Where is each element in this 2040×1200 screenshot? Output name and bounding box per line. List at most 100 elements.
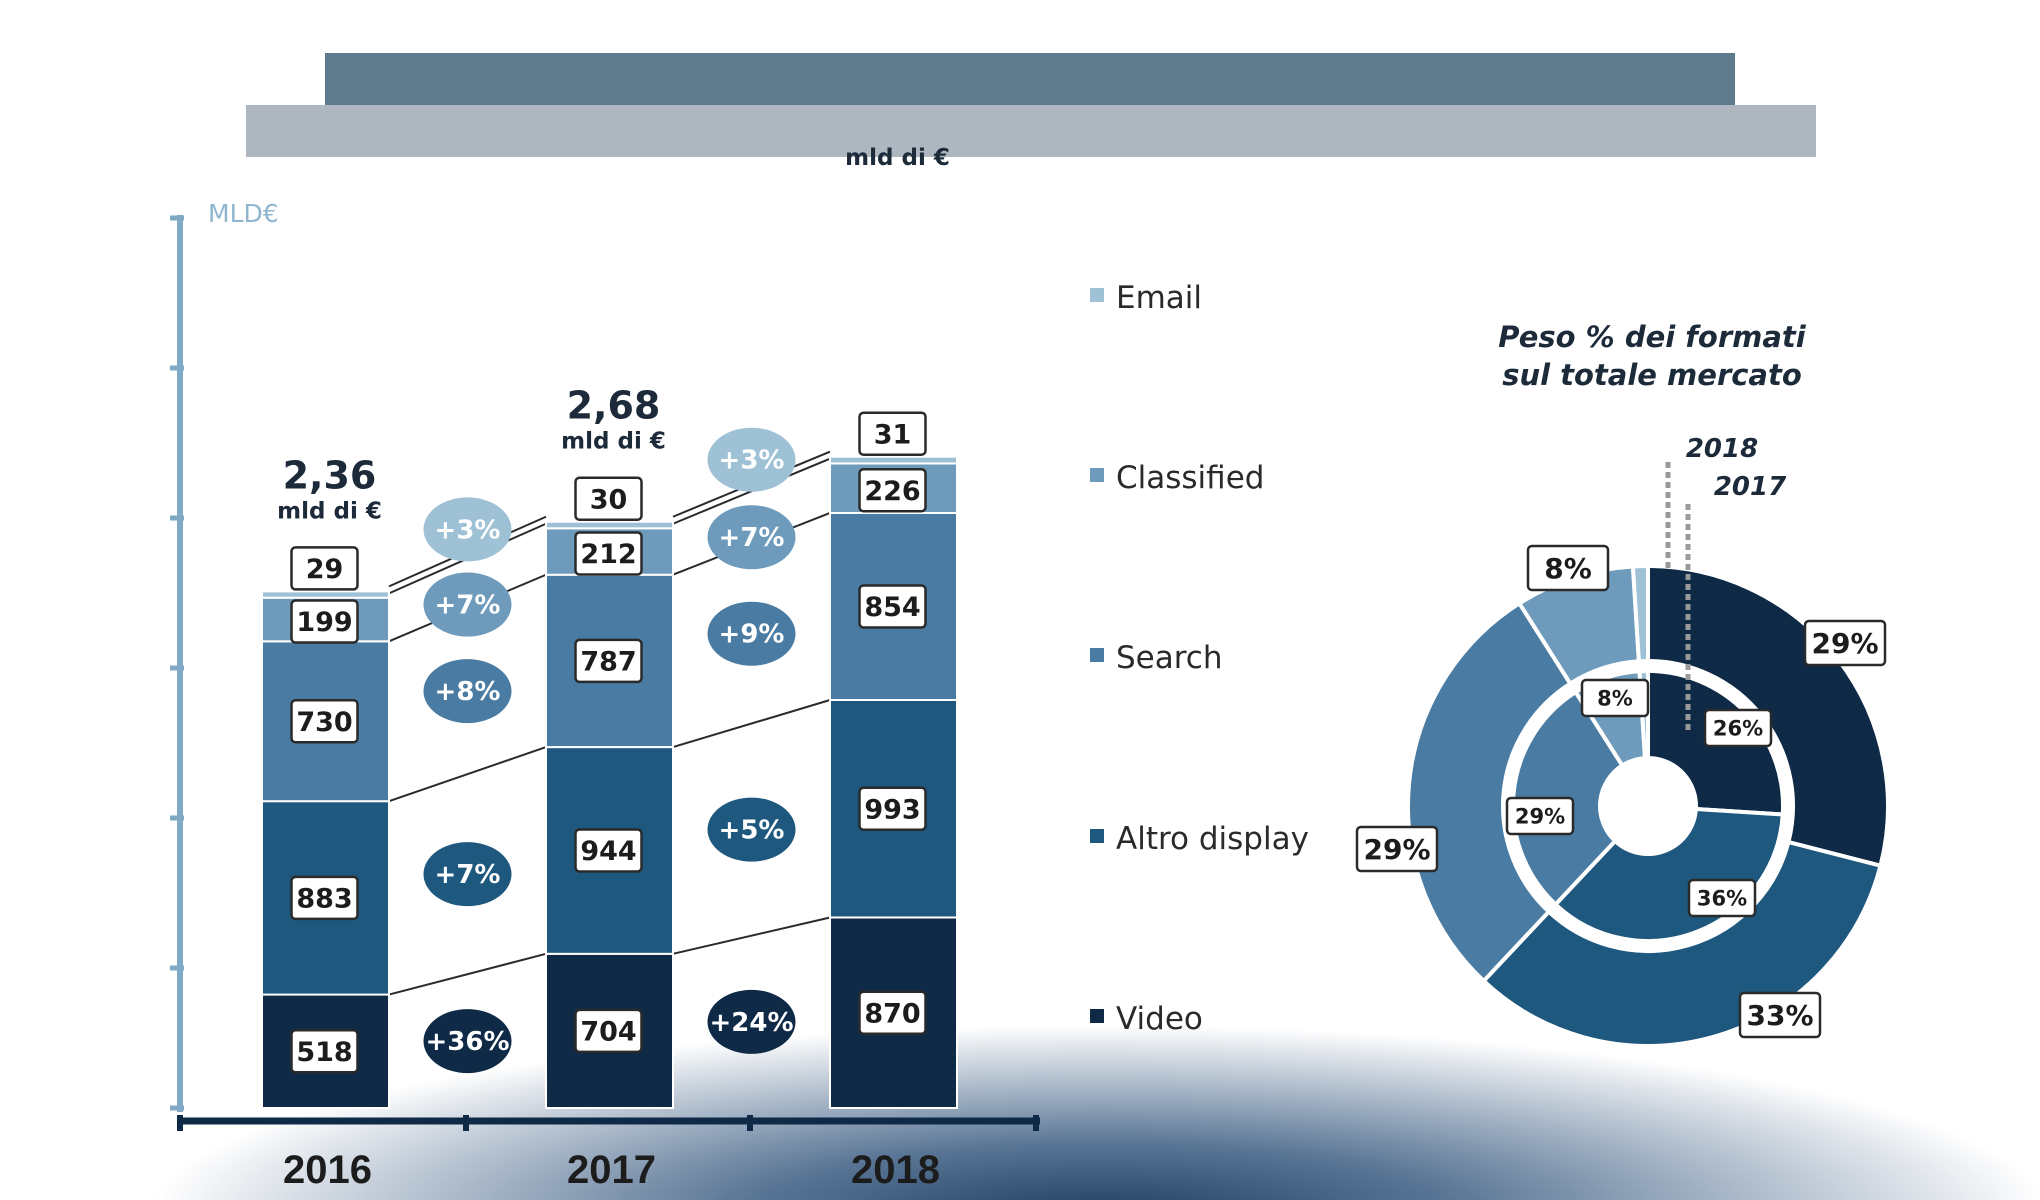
ring-label-2018: 2018 (1686, 434, 1758, 464)
value-label-box (858, 990, 927, 1035)
x-tick-label: 2016 (283, 1148, 372, 1192)
bar-email-2017 (545, 520, 674, 530)
value-label: 883 (290, 875, 359, 921)
growth-badge: +24% (707, 989, 796, 1054)
donut-outer-label-box (1738, 991, 1822, 1039)
growth-badge-bg (423, 1009, 512, 1074)
bar-email-2016 (261, 590, 390, 599)
x-tick-label: 2018 (851, 1148, 940, 1192)
growth-badge: +7% (423, 842, 512, 907)
donut-inner-label-box (1703, 708, 1773, 748)
donut-outer-label-box (1526, 544, 1610, 592)
value-label-box (290, 599, 359, 644)
donut-inner-label-text: 26% (1713, 717, 1763, 741)
y-axis-label: MLD€ (208, 199, 279, 228)
growth-badge-text: +8% (435, 677, 501, 707)
growth-badge-text: +3% (435, 515, 501, 545)
legend-swatch (1090, 288, 1104, 302)
donut-inner-label-box (1505, 796, 1575, 836)
donut-inner-label: 29% (1505, 796, 1575, 836)
donut-inner-label-text: 36% (1697, 887, 1747, 911)
legend-label: Search (1116, 640, 1223, 676)
donut-inner-label-box (1687, 878, 1757, 918)
growth-badge: +3% (423, 497, 512, 562)
donut-outer-label: 33% (1738, 991, 1822, 1039)
header-banner-light (246, 105, 1816, 157)
total-unit: mld di € (561, 429, 666, 455)
donut-outer-label-text: 29% (1363, 833, 1430, 866)
growth-badge-text: +36% (425, 1027, 509, 1057)
growth-badge-bg (423, 497, 512, 562)
value-label-box (290, 698, 359, 744)
ring-label-2017: 2017 (1714, 472, 1787, 502)
growth-badge: +7% (707, 505, 796, 570)
value-label-text: 704 (580, 1017, 636, 1048)
value-label-text: 870 (864, 998, 920, 1029)
donut-inner-label: 36% (1687, 878, 1757, 918)
value-label-box (290, 875, 359, 921)
growth-badge-bg (707, 601, 796, 666)
growth-badge-bg (707, 989, 796, 1054)
growth-badge: +5% (707, 797, 796, 862)
value-label-text: 226 (864, 476, 920, 507)
donut-outer-label-text: 33% (1746, 999, 1813, 1032)
value-label-box (574, 638, 643, 684)
donut-inner-label-text: 29% (1515, 805, 1565, 829)
legend-label: Altro display (1116, 821, 1309, 857)
value-label-text: 199 (296, 607, 352, 638)
x-tick-label: 2017 (567, 1148, 656, 1192)
growth-badge-text: +24% (709, 1008, 793, 1038)
value-label: 870 (858, 990, 927, 1035)
donut-outer-label: 29% (1355, 825, 1439, 873)
donut-outer-label-box (1355, 825, 1439, 873)
legend-swatch (1090, 1009, 1104, 1023)
donut-outer-label-text: 29% (1811, 627, 1878, 660)
growth-badge-bg (423, 659, 512, 724)
value-label: 226 (858, 467, 927, 513)
value-label: 29 (290, 546, 359, 591)
donut-title-line1: Peso % dei formati (1498, 320, 1807, 354)
value-label-box (858, 467, 927, 513)
value-label-box (290, 1029, 359, 1074)
value-label: 787 (574, 638, 643, 684)
value-label-text: 518 (296, 1037, 352, 1068)
donut-inner-label: 8% (1580, 678, 1650, 718)
value-label-box (574, 531, 643, 576)
connector-line (672, 699, 831, 749)
value-label-box (290, 546, 359, 591)
total-value: 2,36 (283, 453, 377, 497)
growth-badge-bg (423, 572, 512, 637)
value-label: 30 (574, 476, 643, 521)
growth-badge-text: +9% (719, 620, 785, 650)
value-label-text: 944 (580, 836, 636, 867)
value-label: 212 (574, 531, 643, 576)
value-label: 199 (290, 599, 359, 644)
total-unit: mld di € (845, 145, 950, 171)
legend: Email Classified Search Altro display Video (1090, 280, 1309, 1037)
value-label: 730 (290, 698, 359, 744)
bar-search-2017 (545, 573, 674, 749)
legend-label: Video (1116, 1001, 1203, 1037)
legend-swatch (1090, 648, 1104, 662)
donut-2018-email (1630, 563, 1650, 664)
value-label: 993 (858, 786, 927, 831)
value-label-box (858, 786, 927, 831)
growth-badge-text: +3% (719, 446, 785, 476)
growth-badge: +36% (423, 1009, 512, 1074)
donut-chart: Peso % dei formati sul totale mercato 2018… (1355, 320, 1890, 1048)
total-unit: mld di € (277, 498, 382, 524)
growth-badge-text: +7% (435, 591, 501, 621)
growth-badge-text: +7% (435, 860, 501, 890)
value-label-text: 212 (580, 539, 636, 570)
value-label-text: 730 (296, 707, 352, 738)
value-label: 854 (858, 584, 927, 629)
connector-line (388, 952, 547, 996)
donut-inner-label-box (1580, 678, 1650, 718)
value-label-box (858, 411, 927, 456)
growth-badge-bg (707, 505, 796, 570)
value-label-box (574, 828, 643, 873)
value-label-text: 30 (590, 484, 628, 515)
value-label-text: 854 (864, 592, 920, 623)
